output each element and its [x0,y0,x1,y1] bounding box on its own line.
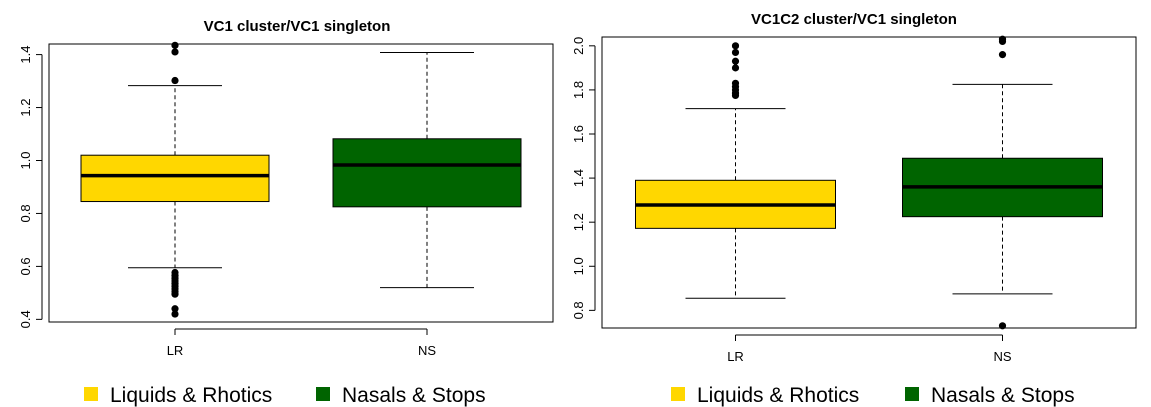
box-lr [80,41,270,318]
outlier-point [171,41,179,49]
outlier-point [171,305,179,313]
outlier-point [731,57,740,65]
y-tick-label: 1.2 [18,99,33,117]
legend-label-ns: Nasals & Stops [931,384,1075,407]
outlier-point [998,51,1007,59]
outlier-point [731,48,740,57]
box-iqr [332,138,522,208]
y-tick-label: 0.8 [18,204,33,222]
outlier-point [171,290,179,298]
chart-title: VC1C2 cluster/VC1 singleton [751,11,957,28]
legend-swatch-ns [316,387,330,401]
chart-title: VC1 cluster/VC1 singleton [204,18,391,35]
y-tick-label: 1.0 [18,151,33,169]
x-tick-label: LR [167,343,184,358]
outlier-point [171,310,179,318]
outlier-point [731,64,740,72]
outlier-point [731,91,740,100]
y-tick-label: 1.0 [571,257,586,275]
y-tick-label: 0.6 [18,257,33,275]
legend-label-lr: Liquids & Rhotics [110,384,272,407]
plot-frame [601,36,1137,329]
plot-frame [48,43,554,323]
x-tick-label: NS [418,343,436,358]
y-tick-label: 1.8 [571,81,586,99]
legend-label-lr: Liquids & Rhotics [697,384,859,407]
x-tick-label: NS [993,349,1011,364]
y-tick-label: 0.8 [571,301,586,319]
y-tick-label: 1.2 [571,213,586,231]
box-ns [902,35,1103,330]
panel-vc1c2-cluster: VC1C2 cluster/VC1 singleton 0.8 1.0 1.2 1.4… [571,11,1137,364]
outlier-point [731,42,740,50]
box-lr [635,42,836,299]
legend-right: Liquids & Rhotics Nasals & Stops [671,384,1075,407]
x-tick-label: LR [727,349,744,364]
box-iqr [80,154,270,203]
y-tick-label: 1.6 [571,125,586,143]
outlier-point [998,37,1007,46]
outlier-point [171,76,179,85]
legend-label-ns: Nasals & Stops [342,384,486,407]
y-tick-label: 0.4 [18,310,33,328]
outlier-point [998,322,1007,330]
legend-left: Liquids & Rhotics Nasals & Stops [84,384,486,407]
legend-swatch-lr [671,387,685,401]
y-tick-label: 1.4 [18,46,33,64]
y-tick-label: 1.4 [571,169,586,187]
legend-swatch-ns [905,387,919,401]
box-ns [332,51,522,289]
legend-swatch-lr [84,387,98,401]
y-tick-label: 2.0 [571,37,586,55]
panel-vc1-cluster: VC1 cluster/VC1 singleton 0.4 0.6 0.8 1.0 1.… [18,18,554,358]
outlier-point [171,48,179,56]
